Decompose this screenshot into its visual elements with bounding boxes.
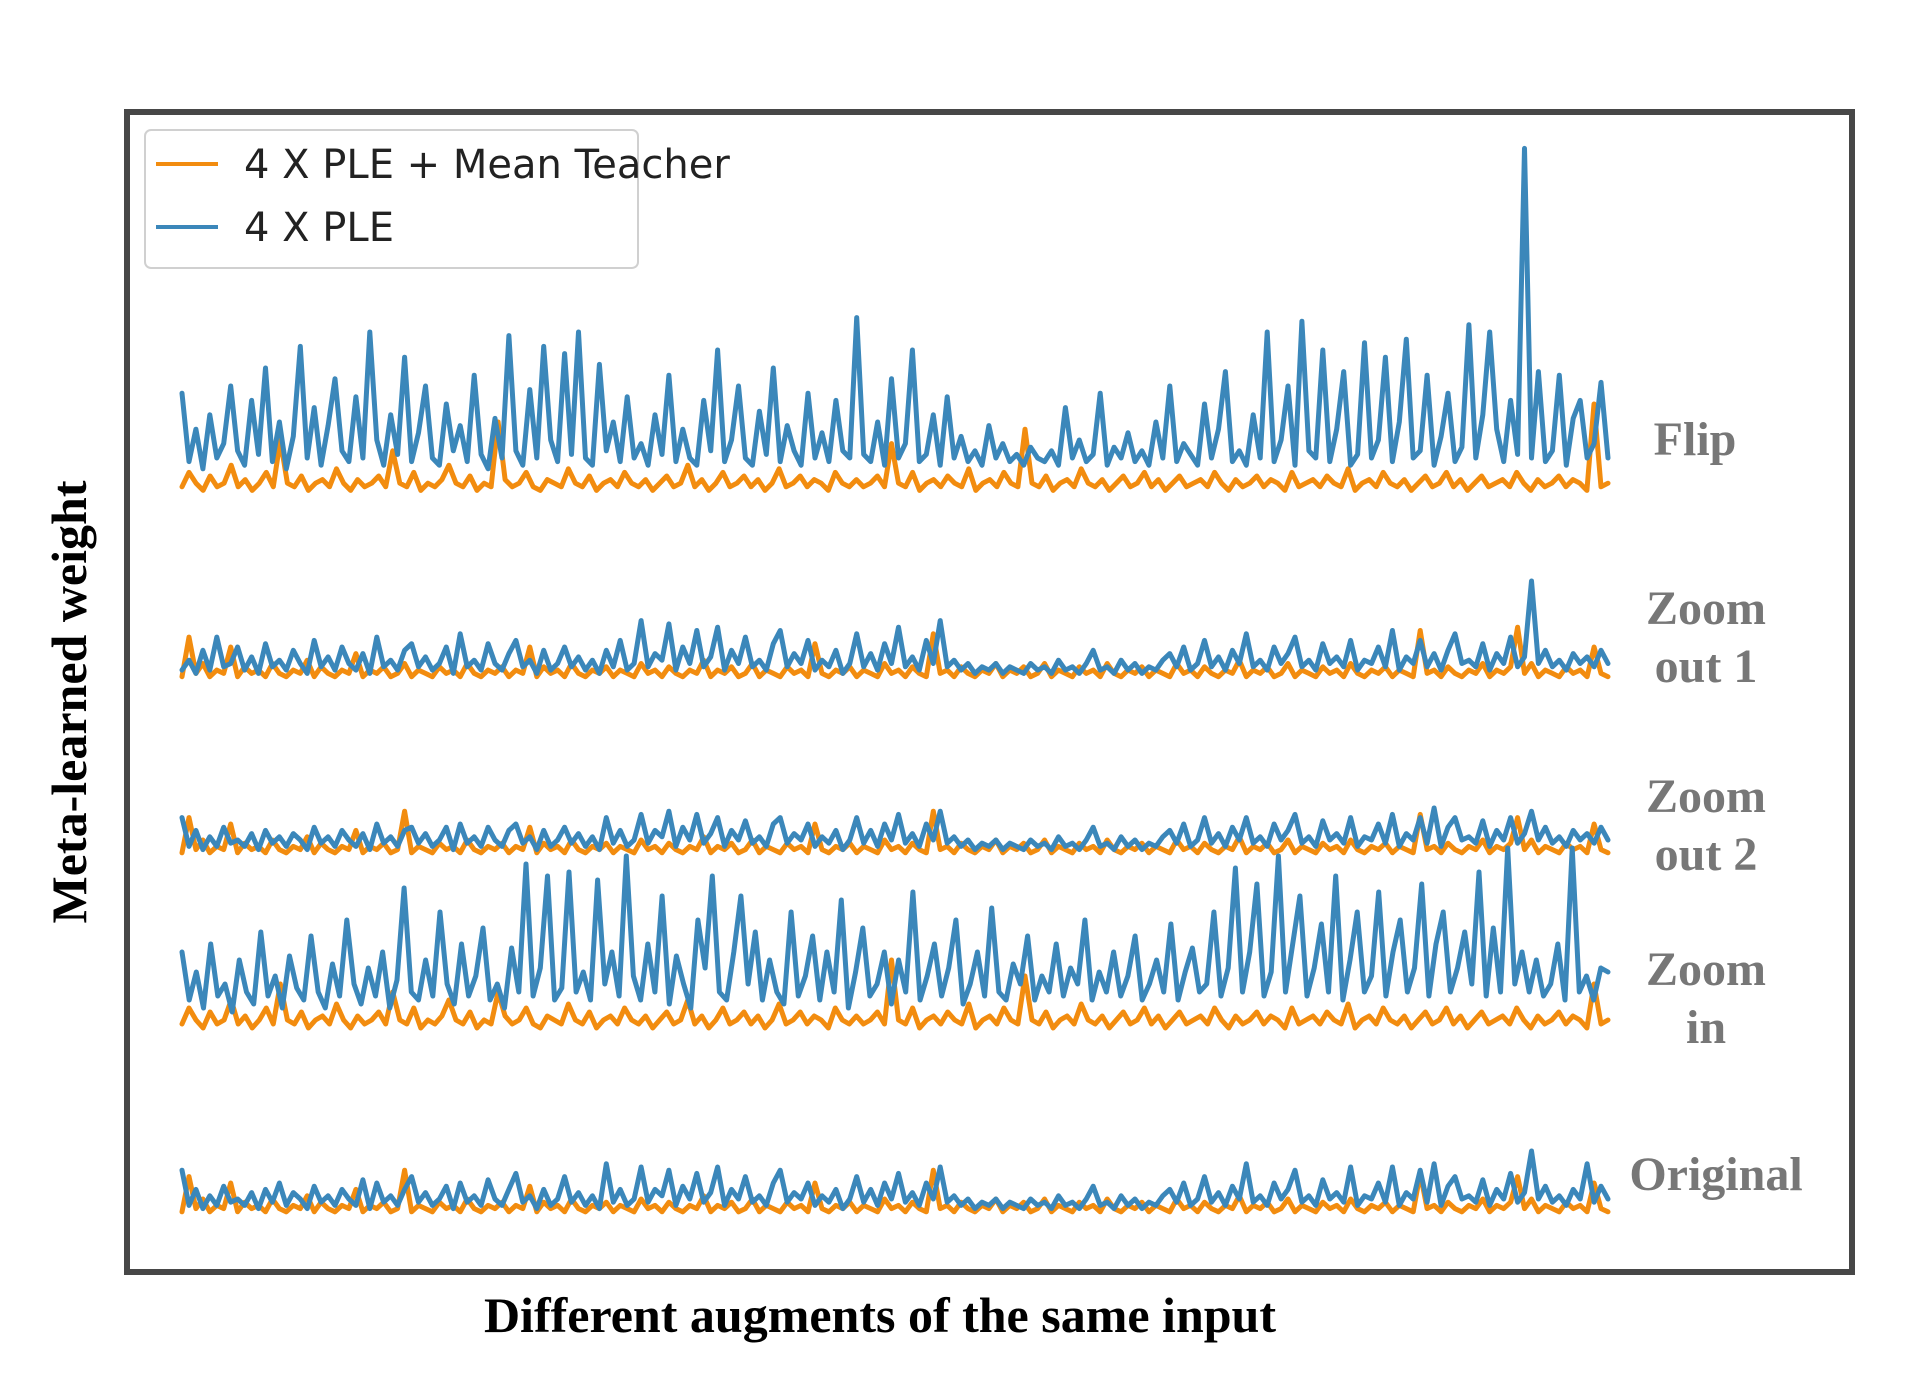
panel-original: [179, 1148, 1611, 1215]
legend-box: [144, 129, 639, 269]
series-line-4-x-ple: [179, 805, 1611, 853]
series-line-4-x-ple-mean-teacher: [179, 624, 1611, 680]
row-label-original: Original: [1629, 1148, 1802, 1201]
row-labels: Flip Zoom out 1 Zoom out 2 Zoom in Original: [1629, 413, 1802, 1201]
legend-label-mean-teacher: 4 X PLE + Mean Teacher: [244, 142, 730, 188]
panel-flip: [179, 145, 1611, 493]
series-line-4-x-ple: [179, 845, 1611, 1015]
x-axis-label: Different augments of the same input: [484, 1287, 1276, 1343]
panel-zoom-in: [179, 845, 1611, 1031]
row-label-flip: Flip: [1654, 413, 1737, 466]
row-label-zoom-out-2: Zoom out 2: [1646, 770, 1766, 881]
series-line-4-x-ple-mean-teacher: [179, 1167, 1611, 1215]
series-line-4-x-ple-mean-teacher: [179, 401, 1611, 493]
series-line-4-x-ple: [179, 145, 1611, 472]
series-line-4-x-ple-mean-teacher: [179, 808, 1611, 856]
row-label-zoom-out-1: Zoom out 1: [1646, 582, 1766, 693]
panel-zoom-out-2: [179, 805, 1611, 856]
series-line-4-x-ple: [179, 1148, 1611, 1212]
panel-zoom-out-1: [179, 578, 1611, 680]
series-line-4-x-ple: [179, 578, 1611, 676]
y-axis-label: Meta-learned weight: [41, 480, 97, 923]
plot-frame: [124, 109, 1855, 1275]
plot-panels: [179, 145, 1611, 1215]
legend-label-ple: 4 X PLE: [244, 205, 394, 251]
row-label-zoom-in: Zoom in: [1646, 943, 1766, 1054]
legend: 4 X PLE + Mean Teacher 4 X PLE: [144, 129, 730, 269]
